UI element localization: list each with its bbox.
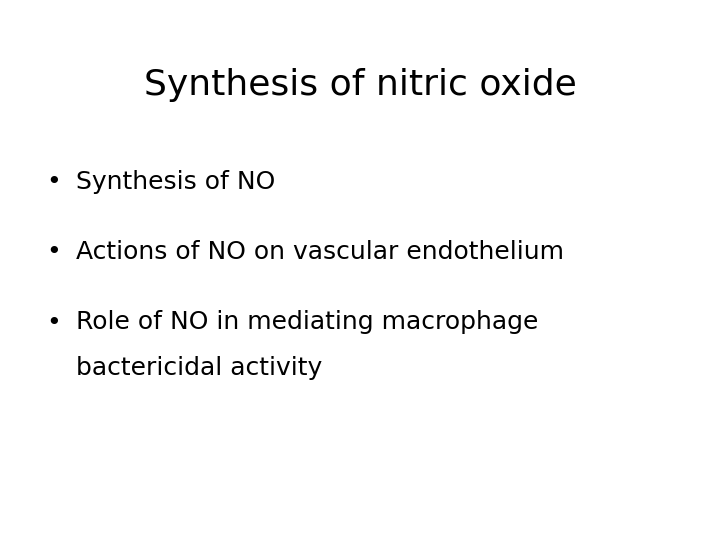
Text: Actions of NO on vascular endothelium: Actions of NO on vascular endothelium xyxy=(76,240,564,264)
Text: bactericidal activity: bactericidal activity xyxy=(76,356,322,380)
Text: •: • xyxy=(47,240,61,264)
Text: Synthesis of NO: Synthesis of NO xyxy=(76,170,275,194)
Text: Synthesis of nitric oxide: Synthesis of nitric oxide xyxy=(143,68,577,102)
Text: •: • xyxy=(47,170,61,194)
Text: •: • xyxy=(47,310,61,334)
Text: Role of NO in mediating macrophage: Role of NO in mediating macrophage xyxy=(76,310,538,334)
